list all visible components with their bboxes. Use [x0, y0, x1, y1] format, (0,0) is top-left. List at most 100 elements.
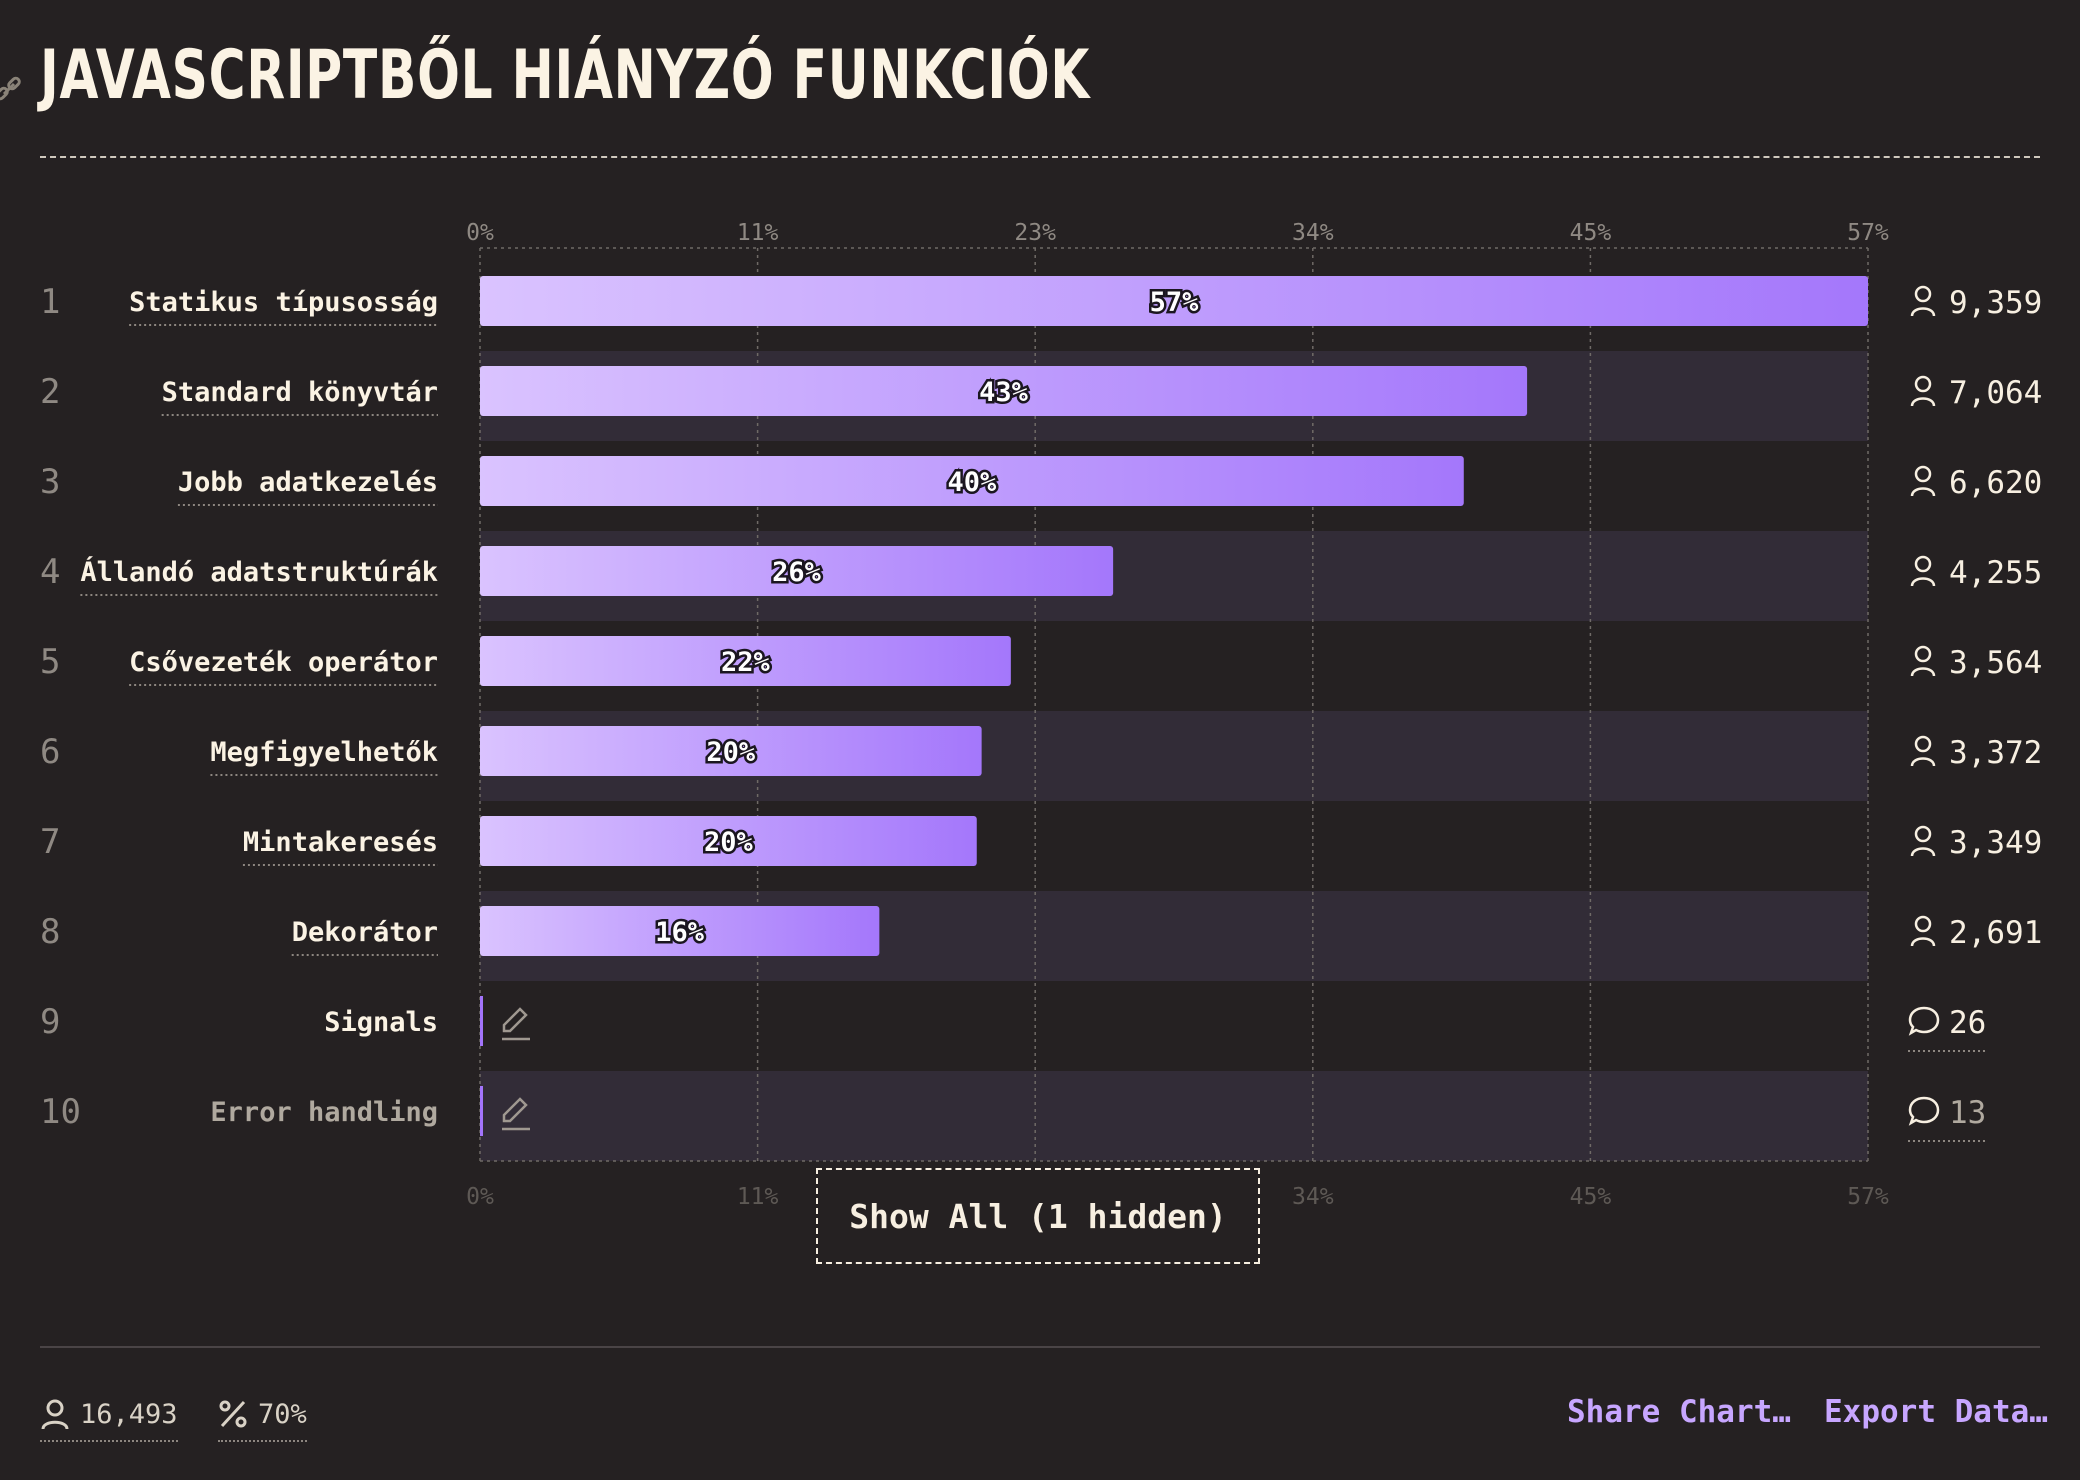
user-icon-head — [1914, 915, 1932, 933]
x-tick-label-bottom: 45% — [1570, 1184, 1612, 1210]
row-count: 3,564 — [1949, 645, 2042, 681]
bar[interactable] — [480, 996, 483, 1046]
user-icon — [1910, 915, 1936, 947]
x-tick-label-bottom: 34% — [1292, 1184, 1334, 1210]
bar-value-label: 40% — [947, 467, 997, 498]
user-icon — [1910, 465, 1936, 497]
x-tick-label-bottom: 57% — [1847, 1184, 1889, 1210]
row-rank: 3 — [40, 462, 60, 502]
row-label[interactable]: Állandó adatstruktúrák — [80, 556, 438, 588]
bar[interactable] — [480, 726, 982, 776]
show-all-button[interactable]: Show All (1 hidden) — [816, 1168, 1260, 1264]
x-tick-label-bottom: 11% — [737, 1184, 779, 1210]
page-title: JAVASCRIPTBŐL HIÁNYZÓ FUNKCIÓK — [40, 36, 1091, 115]
user-icon — [1910, 285, 1936, 317]
bar-value-label: 16% — [655, 917, 705, 948]
bar[interactable] — [480, 1086, 483, 1136]
bar-value-label: 57% — [1150, 287, 1200, 318]
user-icon — [1910, 735, 1936, 767]
row-rank: 1 — [40, 282, 60, 322]
user-icon — [1910, 825, 1936, 857]
row-label[interactable]: Jobb adatkezelés — [178, 467, 438, 498]
row-label[interactable]: Mintakeresés — [243, 827, 438, 858]
user-icon-body — [1910, 757, 1936, 767]
user-icon-body — [1910, 487, 1936, 497]
user-icon — [1910, 645, 1936, 677]
bar-value-label: 20% — [706, 737, 756, 768]
percentage-value: 70% — [258, 1398, 307, 1430]
edit-icon-pen — [502, 1007, 528, 1033]
bar[interactable] — [480, 906, 880, 956]
row-rank: 7 — [40, 822, 60, 862]
row-count[interactable]: 26 — [1949, 1005, 1986, 1041]
percentage-stat: 70% — [218, 1392, 307, 1442]
x-tick-label-top: 11% — [737, 220, 779, 246]
row-label[interactable]: Error handling — [210, 1097, 438, 1128]
link-icon[interactable] — [0, 74, 22, 104]
row-count[interactable]: 13 — [1949, 1095, 1986, 1131]
row-count: 6,620 — [1949, 465, 2042, 501]
row-count: 9,359 — [1949, 285, 2042, 321]
bar-value-label: 43% — [979, 377, 1029, 408]
user-icon-head — [1914, 375, 1932, 393]
row-label[interactable]: Csővezeték operátor — [129, 647, 438, 678]
row-label[interactable]: Statikus típusosság — [129, 287, 438, 318]
row-rank: 5 — [40, 642, 60, 682]
percent-icon — [219, 1400, 247, 1428]
bar[interactable] — [480, 546, 1114, 596]
user-icon-body — [1910, 667, 1936, 677]
user-icon-head — [1914, 465, 1932, 483]
comment-icon — [1908, 1096, 1940, 1126]
user-icon-body — [1910, 577, 1936, 587]
bar[interactable] — [480, 276, 1868, 326]
edit-icon[interactable] — [502, 1097, 530, 1131]
bar[interactable] — [480, 636, 1011, 686]
footer-divider — [40, 1346, 2040, 1348]
comment-icon-bubble — [1908, 1096, 1940, 1126]
row-rank: 8 — [40, 912, 60, 952]
row-rank: 2 — [40, 372, 60, 412]
share-chart-link[interactable]: Share Chart… — [1567, 1394, 1791, 1430]
x-tick-label-top: 0% — [466, 220, 494, 246]
edit-icon[interactable] — [502, 1007, 530, 1041]
x-tick-label-top: 23% — [1014, 220, 1056, 246]
bar-value-label: 22% — [721, 647, 771, 678]
user-icon-body — [1910, 847, 1936, 857]
x-tick-label-bottom: 0% — [466, 1184, 494, 1210]
export-data-link[interactable]: Export Data… — [1824, 1394, 2048, 1430]
row-count: 7,064 — [1949, 375, 2042, 411]
user-icon-body — [1910, 307, 1936, 317]
bar[interactable] — [480, 366, 1528, 416]
user-icon-head — [1914, 645, 1932, 663]
row-count: 3,372 — [1949, 735, 2042, 771]
row-label[interactable]: Megfigyelhetők — [210, 737, 438, 768]
bar[interactable] — [480, 816, 977, 866]
title-divider — [40, 156, 2040, 158]
comment-icon — [1908, 1006, 1940, 1036]
user-icon-head — [1914, 825, 1932, 843]
x-tick-label-top: 34% — [1292, 220, 1334, 246]
row-count: 4,255 — [1949, 555, 2042, 591]
user-icon-head — [1914, 735, 1932, 753]
row-label[interactable]: Signals — [324, 1007, 438, 1038]
user-icon — [1910, 375, 1936, 407]
edit-icon-pen — [502, 1097, 528, 1123]
row-rank: 4 — [40, 552, 60, 592]
user-icon-body — [1910, 397, 1936, 407]
user-icon-head — [1914, 555, 1932, 573]
row-rank: 6 — [40, 732, 60, 772]
row-count: 3,349 — [1949, 825, 2042, 861]
respondents-count: 16,493 — [80, 1398, 178, 1430]
row-rank: 9 — [40, 1002, 60, 1042]
row-label[interactable]: Dekorátor — [292, 917, 438, 948]
respondents-stat: 16,493 — [40, 1392, 178, 1442]
x-tick-label-top: 57% — [1847, 220, 1889, 246]
user-icon-head — [1914, 285, 1932, 303]
row-rank: 10 — [40, 1092, 81, 1132]
user-icon-body — [1910, 937, 1936, 947]
bar[interactable] — [480, 456, 1464, 506]
user-icon — [41, 1399, 69, 1430]
row-label[interactable]: Standard könyvtár — [162, 377, 438, 408]
bar-chart: 0%0%11%11%23%23%34%34%45%45%57%57% 1Stat… — [40, 220, 2042, 1210]
bar-value-label: 26% — [772, 557, 822, 588]
